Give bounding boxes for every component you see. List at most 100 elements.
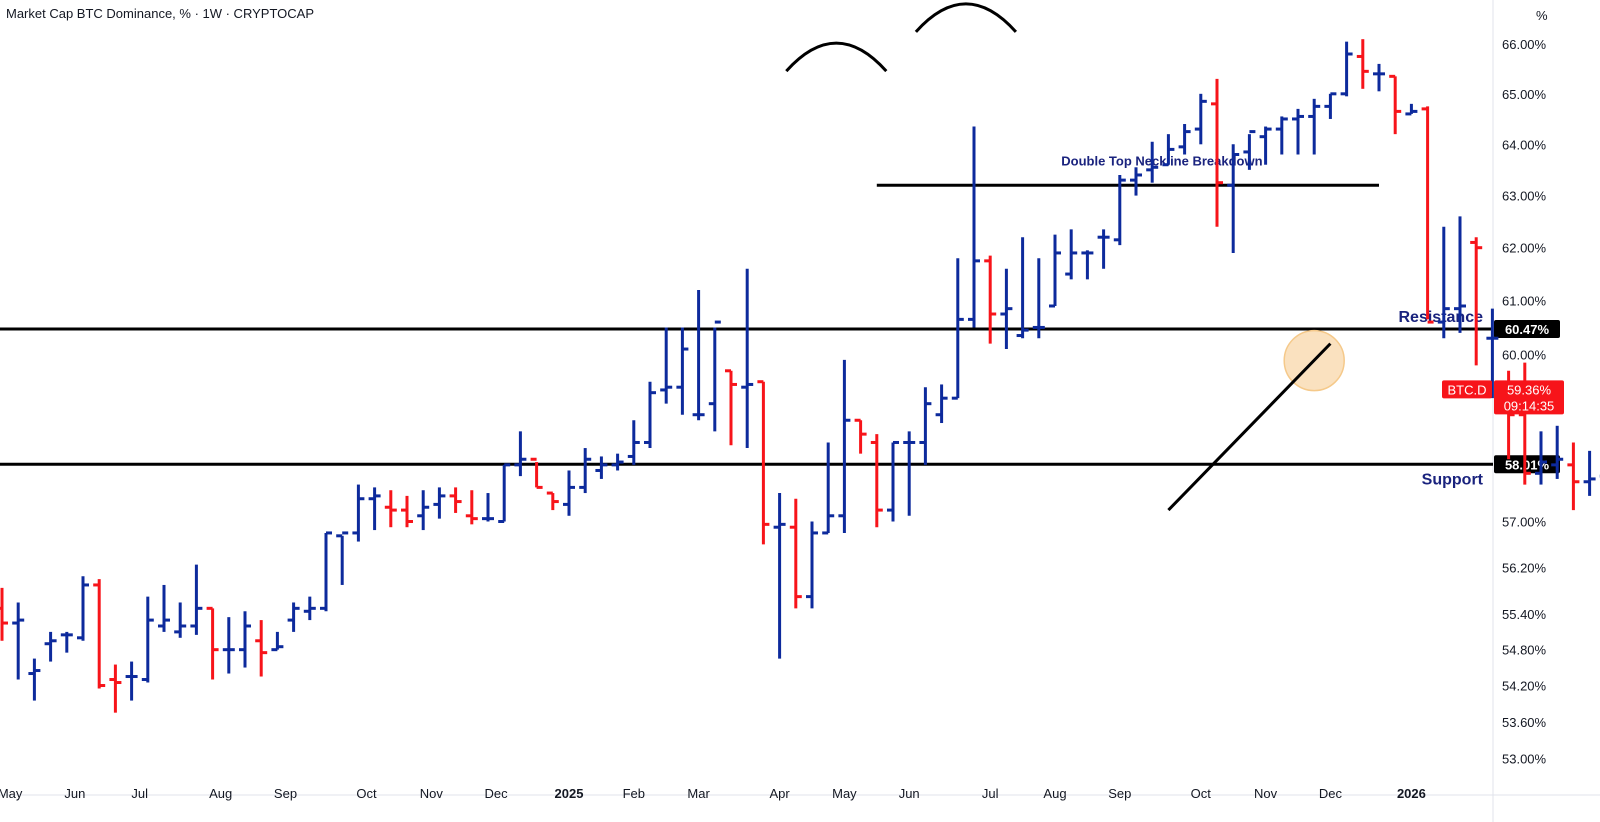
y-tick-label: 54.20% [1502,679,1547,694]
ohlc-bar [1340,41,1353,97]
ohlc-bar [222,617,235,674]
ohlc-bar [44,631,57,662]
ohlc-bar [1032,258,1045,339]
ohlc-bar [336,531,349,585]
y-tick-label: 57.00% [1502,514,1547,529]
ohlc-bar [239,611,251,668]
ohlc-bar [93,579,106,689]
x-tick-label: 2026 [1397,786,1426,801]
x-tick-label: Dec [1319,786,1343,801]
y-tick-label: 64.00% [1502,137,1547,152]
symbol-badge-text: BTC.D [1448,382,1487,397]
ohlc-bar [595,456,608,479]
level-badge-resistance [1494,320,1560,339]
ohlc-bar [1081,250,1094,280]
ohlc-bar [708,320,721,432]
y-tick-label: 55.40% [1502,607,1547,622]
x-tick-label: Oct [1191,786,1212,801]
ohlc-bar [611,453,624,471]
y-tick-label: 56.20% [1502,561,1547,576]
ohlc-bar [514,431,527,477]
x-tick-label: Apr [769,786,790,801]
ohlc-bar [1275,116,1288,155]
ohlc-bar [968,126,980,328]
ohlc-bar [1162,134,1175,167]
ohlc-bar [806,521,818,609]
ohlc-bar [1454,216,1466,333]
x-tick-label: Mar [687,786,710,801]
price-badge [1494,380,1564,415]
x-tick-label: May [832,786,857,801]
symbol-badge [1442,380,1492,399]
ohlc-bar [449,487,462,513]
x-tick-label: Aug [209,786,232,801]
ohlc-bar [984,255,997,344]
ohlc-bar [919,387,932,465]
price-badge-value: 59.36% [1507,382,1552,397]
ohlc-bar [125,661,138,701]
ohlc-bar [1178,124,1191,155]
x-tick-label: May [0,786,23,801]
ohlc-bar [935,384,948,424]
double-top-arc [785,41,888,73]
y-tick-label: 53.60% [1502,715,1547,730]
ohlc-bar [530,457,543,489]
ohlc-bar [1373,63,1385,92]
ohlc-bar [1308,98,1321,155]
ohlc-bar [757,380,770,545]
x-tick-label: Jun [899,786,920,801]
y-tick-label: 60.00% [1502,347,1547,362]
level-badge-support [1494,455,1560,474]
ohlc-bar [822,442,835,535]
horizontal-levels: Resistance 60.47% Support 58.01% [0,309,1560,488]
ohlc-bar [692,289,705,421]
y-tick-label: 61.00% [1502,294,1547,309]
ohlc-bar [1130,167,1142,196]
y-tick-label: 65.00% [1502,87,1547,102]
level-label-resistance: Resistance [1399,309,1484,326]
ohlc-bar [838,359,851,533]
ohlc-bar [1259,126,1272,165]
ohlc-bar [1292,108,1304,155]
ohlc-bar [368,487,381,531]
x-tick-label: Sep [274,786,297,801]
ohlc-bar [660,327,673,404]
y-axis-unit-label[interactable]: % [1536,8,1548,23]
ohlc-bar [1551,425,1564,479]
ohlc-bar [579,448,592,494]
ohlc-bar [1437,226,1450,339]
ohlc-bar [417,490,430,531]
ohlc-bar [887,440,899,522]
ohlc-bar [190,564,203,635]
x-tick-label: Nov [420,786,444,801]
ohlc-bar [870,434,883,528]
trendline [1167,342,1332,512]
level-badge-text: 58.01% [1505,457,1550,472]
ohlc-bar [1421,106,1434,324]
x-tick-label: Dec [485,786,509,801]
ohlc-bar [854,418,867,454]
ohlc-bar [1535,431,1547,485]
ohlc-bar [174,602,187,638]
x-tick-label: 2025 [555,786,584,801]
ohlc-bar [206,606,219,680]
ohlc-bar [1146,141,1159,183]
neckline-label: Double Top Neckline Breakdown [1061,153,1262,168]
ohlc-bar [320,531,332,612]
ohlc-bar [60,631,73,653]
y-tick-label: 53.00% [1502,751,1547,766]
chart-drawings: Double Top Neckline Breakdown [785,2,1379,512]
ohlc-bar [546,491,559,511]
ohlc-bar [1567,442,1580,511]
ohlc-bar [77,576,89,641]
ohlc-bar [1389,74,1402,135]
ohlc-bar [1097,229,1110,269]
ohlc-bar [903,431,916,516]
y-axis[interactable]: 66.00% 65.00% 64.00% 63.00% 62.00% 61.00% 60.0… [1502,37,1547,766]
double-top-arc [914,2,1018,33]
ohlc-bar [433,487,446,519]
x-axis[interactable]: May Jun Jul Aug Sep Oct Nov Dec 2025 Feb Mar Apr May… [0,786,1426,801]
y-tick-label: 63.00% [1502,189,1547,204]
ohlc-bar [725,369,737,446]
